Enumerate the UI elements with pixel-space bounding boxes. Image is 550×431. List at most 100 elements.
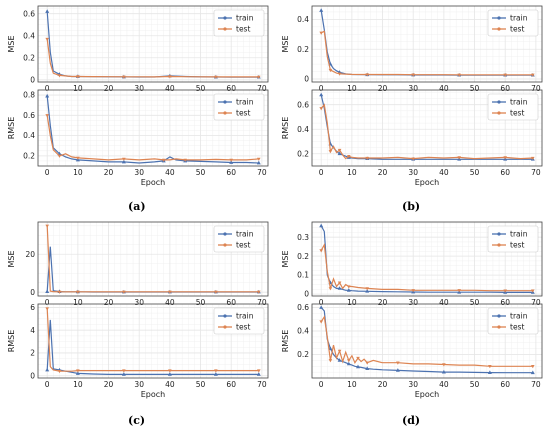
data-point-test <box>319 31 324 35</box>
data-point-train <box>346 361 351 366</box>
x-tick-label: 70 <box>531 380 541 389</box>
x-tick-label: 70 <box>257 298 267 307</box>
y-tick-label: 0.6 <box>297 100 309 109</box>
series-line-test <box>46 115 259 161</box>
x-axis-label: Epoch <box>141 178 166 187</box>
subplot-6: 0 10 20 30 40 50 60 70 0 2 4 6 RMSE Epoch train test <box>7 303 269 399</box>
data-point-test <box>256 75 261 79</box>
data-point-train <box>441 369 446 374</box>
data-point-test <box>457 73 462 77</box>
data-point-train <box>319 305 324 309</box>
data-point-test <box>503 73 508 77</box>
x-tick-label: 40 <box>165 168 175 177</box>
data-point-train <box>167 372 172 376</box>
y-tick-label: 0.8 <box>23 91 35 100</box>
x-tick-label: 20 <box>378 84 388 93</box>
x-tick-label: 50 <box>470 168 480 177</box>
x-tick-label: 30 <box>408 298 418 307</box>
data-point-test <box>328 68 333 73</box>
series-line-train <box>320 225 533 293</box>
x-tick-label: 0 <box>319 380 324 389</box>
data-point-test <box>76 75 80 79</box>
panel-label-d: (d) <box>402 414 421 427</box>
subplot-8: 0 10 20 30 40 50 60 70 0.2 0.4 0.6 RMSE Epoch train te… <box>281 303 543 399</box>
subplot-7: 0 10 20 30 40 50 60 70 0 0.1 0.2 0.3 MSE train test <box>281 221 543 307</box>
data-point-train <box>319 223 324 228</box>
data-point-train <box>121 372 126 376</box>
series-line-train <box>46 246 259 293</box>
data-point-train <box>256 160 261 165</box>
x-tick-label: 0 <box>45 298 50 307</box>
data-point-test <box>365 361 370 365</box>
legend-marker-test <box>223 325 227 329</box>
data-point-train <box>229 160 234 164</box>
y-tick-label: 0 <box>30 371 35 380</box>
data-point-test <box>442 363 446 367</box>
legend-label-test: test <box>510 241 524 250</box>
legend-label-train: train <box>510 14 528 23</box>
data-point-train <box>356 364 360 369</box>
legend-marker-test <box>223 243 227 247</box>
data-point-train <box>45 93 50 98</box>
legend-label-train: train <box>510 98 528 107</box>
data-point-train <box>45 9 50 13</box>
data-point-train <box>121 159 126 164</box>
series-line-test <box>320 315 533 367</box>
legend-label-train: train <box>510 230 528 239</box>
data-point-test <box>531 365 535 369</box>
x-tick-label: 0 <box>319 298 324 307</box>
legend-marker-test <box>223 27 227 31</box>
data-point-test <box>57 154 62 158</box>
data-point-test <box>45 37 49 42</box>
data-point-test <box>356 356 360 361</box>
y-tick-label: 0.2 <box>297 350 309 359</box>
data-point-test <box>168 75 172 79</box>
plot-frame <box>37 221 269 297</box>
data-point-test <box>122 369 126 373</box>
x-tick-label: 10 <box>73 84 83 93</box>
legend-label-test: test <box>236 25 250 34</box>
x-tick-label: 30 <box>408 168 418 177</box>
data-point-test <box>57 290 62 294</box>
x-tick-label: 10 <box>73 298 83 307</box>
data-point-test <box>328 287 333 291</box>
data-point-test <box>337 148 342 153</box>
x-tick-label: 20 <box>378 298 388 307</box>
x-tick-label: 0 <box>319 168 324 177</box>
y-tick-label: 0.4 <box>23 131 35 140</box>
data-point-test <box>122 157 126 161</box>
y-tick-label: 0 <box>30 288 35 297</box>
x-tick-label: 0 <box>45 168 50 177</box>
x-tick-label: 20 <box>104 84 114 93</box>
x-tick-label: 50 <box>470 380 480 389</box>
legend-label-test: test <box>510 25 524 34</box>
x-tick-label: 50 <box>196 298 206 307</box>
y-tick-label: 0.6 <box>23 111 35 120</box>
x-tick-label: 70 <box>531 84 541 93</box>
y-tick-label: 4 <box>30 326 35 335</box>
x-tick-label: 60 <box>500 168 510 177</box>
x-tick-label: 30 <box>134 380 144 389</box>
x-tick-label: 30 <box>134 298 144 307</box>
legend-marker-train <box>223 314 227 318</box>
data-point-test <box>531 156 535 161</box>
series-line-test <box>320 242 533 292</box>
x-tick-label: 20 <box>104 380 114 389</box>
data-point-test <box>183 158 187 162</box>
data-point-test <box>346 359 351 363</box>
legend-label-test: test <box>236 109 250 118</box>
x-tick-label: 60 <box>500 84 510 93</box>
data-point-train <box>337 151 342 156</box>
subplot-2: 0 10 20 30 40 50 60 70 0.2 0.4 0.6 0.8 RMSE Epoch trai… <box>7 89 269 187</box>
legend-marker-train <box>223 16 227 20</box>
x-tick-label: 20 <box>378 380 388 389</box>
plot-frame <box>311 5 543 83</box>
y-tick-label: 0 <box>304 290 309 299</box>
legend-label-test: test <box>236 323 250 332</box>
data-point-test <box>76 156 80 160</box>
data-point-test <box>45 224 49 228</box>
plot-frame <box>37 89 269 167</box>
y-tick-label: 0.6 <box>297 303 309 312</box>
y-tick-label: 0.4 <box>297 125 309 134</box>
legend-label-train: train <box>510 312 528 321</box>
